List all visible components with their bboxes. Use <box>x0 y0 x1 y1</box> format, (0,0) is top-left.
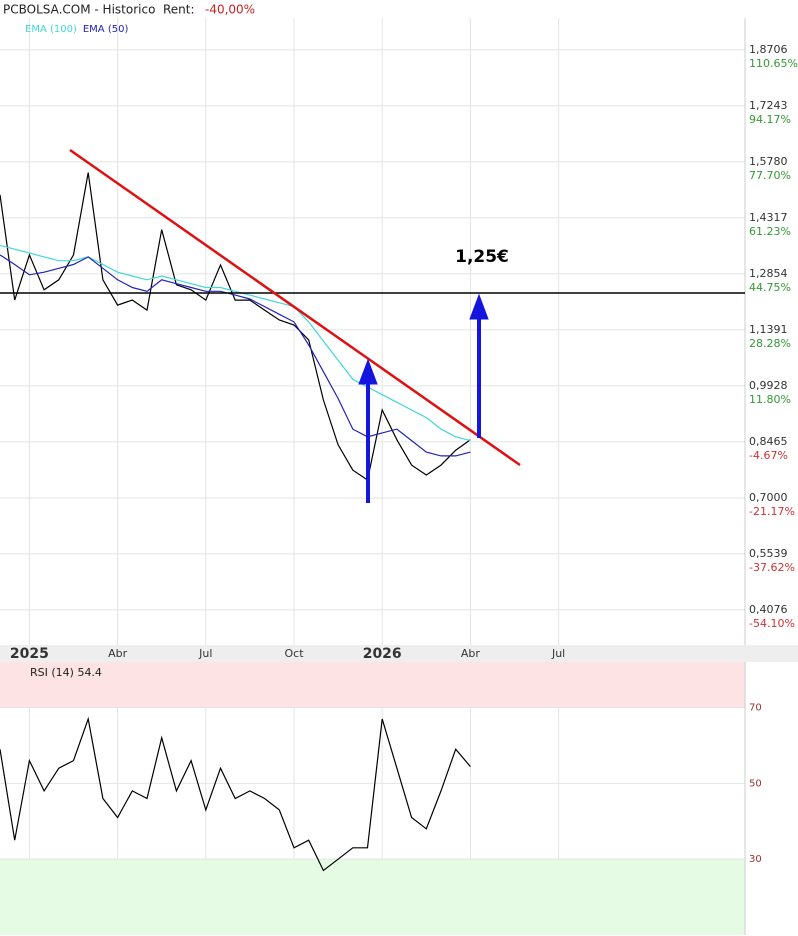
x-tick-label: Oct <box>284 647 304 660</box>
y-tick-label: 1,5780 <box>749 155 788 168</box>
y-tick-label: 0,4076 <box>749 603 788 616</box>
y-tick-label: 0,5539 <box>749 547 788 560</box>
y-tick-pct-label: 94.17% <box>749 113 791 126</box>
x-labels: 2025 Abr Jul Oct 2026 Abr Jul <box>10 646 565 662</box>
x-tick-label: Jul <box>551 647 565 660</box>
y-tick-label: 30 <box>749 854 762 865</box>
y-tick-pct-label: -4.67% <box>749 449 788 462</box>
x-tick-label: Abr <box>108 647 128 660</box>
x-tick-label: 2025 <box>10 646 49 662</box>
x-tick-label: Jul <box>198 647 212 660</box>
y-tick-label: 1,4317 <box>749 211 788 224</box>
y-tick-pct-label: 11.80% <box>749 393 791 406</box>
y-tick-label: 1,7243 <box>749 99 788 112</box>
y-tick-pct-label: 61.23% <box>749 225 791 238</box>
x-tick-label: 2026 <box>363 646 402 662</box>
annotation: 1,25€ <box>455 247 509 267</box>
y-tick-label: 1,2854 <box>749 267 788 280</box>
y-tick-label: 1,1391 <box>749 323 788 336</box>
x-axis-strip <box>0 645 798 662</box>
series-line <box>0 254 471 457</box>
y-tick-label: 0,7000 <box>749 491 788 504</box>
y-tick-label: 70 <box>749 703 762 714</box>
series-line <box>0 244 471 442</box>
y-tick-pct-label: 77.70% <box>749 169 791 182</box>
y-tick-pct-label: -21.17% <box>749 505 795 518</box>
y-tick-label: 0,8465 <box>749 435 788 448</box>
arrows <box>358 293 489 503</box>
rent-value: -40,00% <box>205 3 255 17</box>
y-tick-label: 1,8706 <box>749 43 788 56</box>
legend-entry: EMA (100) <box>25 24 77 35</box>
x-tick-label: Abr <box>461 647 481 660</box>
oversold-band <box>0 859 745 935</box>
series-line <box>0 716 471 872</box>
legend-entry: EMA (50) <box>83 24 129 35</box>
arrow-head <box>358 358 378 385</box>
rsi-title: RSI (14) 54.4 <box>30 666 102 679</box>
rent-label: Rent: <box>163 3 195 17</box>
y-tick-pct-label: 110.65% <box>749 57 798 70</box>
y-tick-pct-label: -37.62% <box>749 561 795 574</box>
y-tick-label: 50 <box>749 778 762 789</box>
y-tick-pct-label: -54.10% <box>749 617 795 630</box>
legend: EMA (100) EMA (50) <box>25 24 128 35</box>
trend-line <box>69 148 521 467</box>
y-tick-pct-label: 44.75% <box>749 281 791 294</box>
y-tick-pct-label: 28.28% <box>749 337 791 350</box>
y-tick-label: 0,9928 <box>749 379 788 392</box>
arrow-head <box>469 293 489 320</box>
overbought-band <box>0 662 745 708</box>
chart-title: PCBOLSA.COM - Historico <box>3 3 155 17</box>
